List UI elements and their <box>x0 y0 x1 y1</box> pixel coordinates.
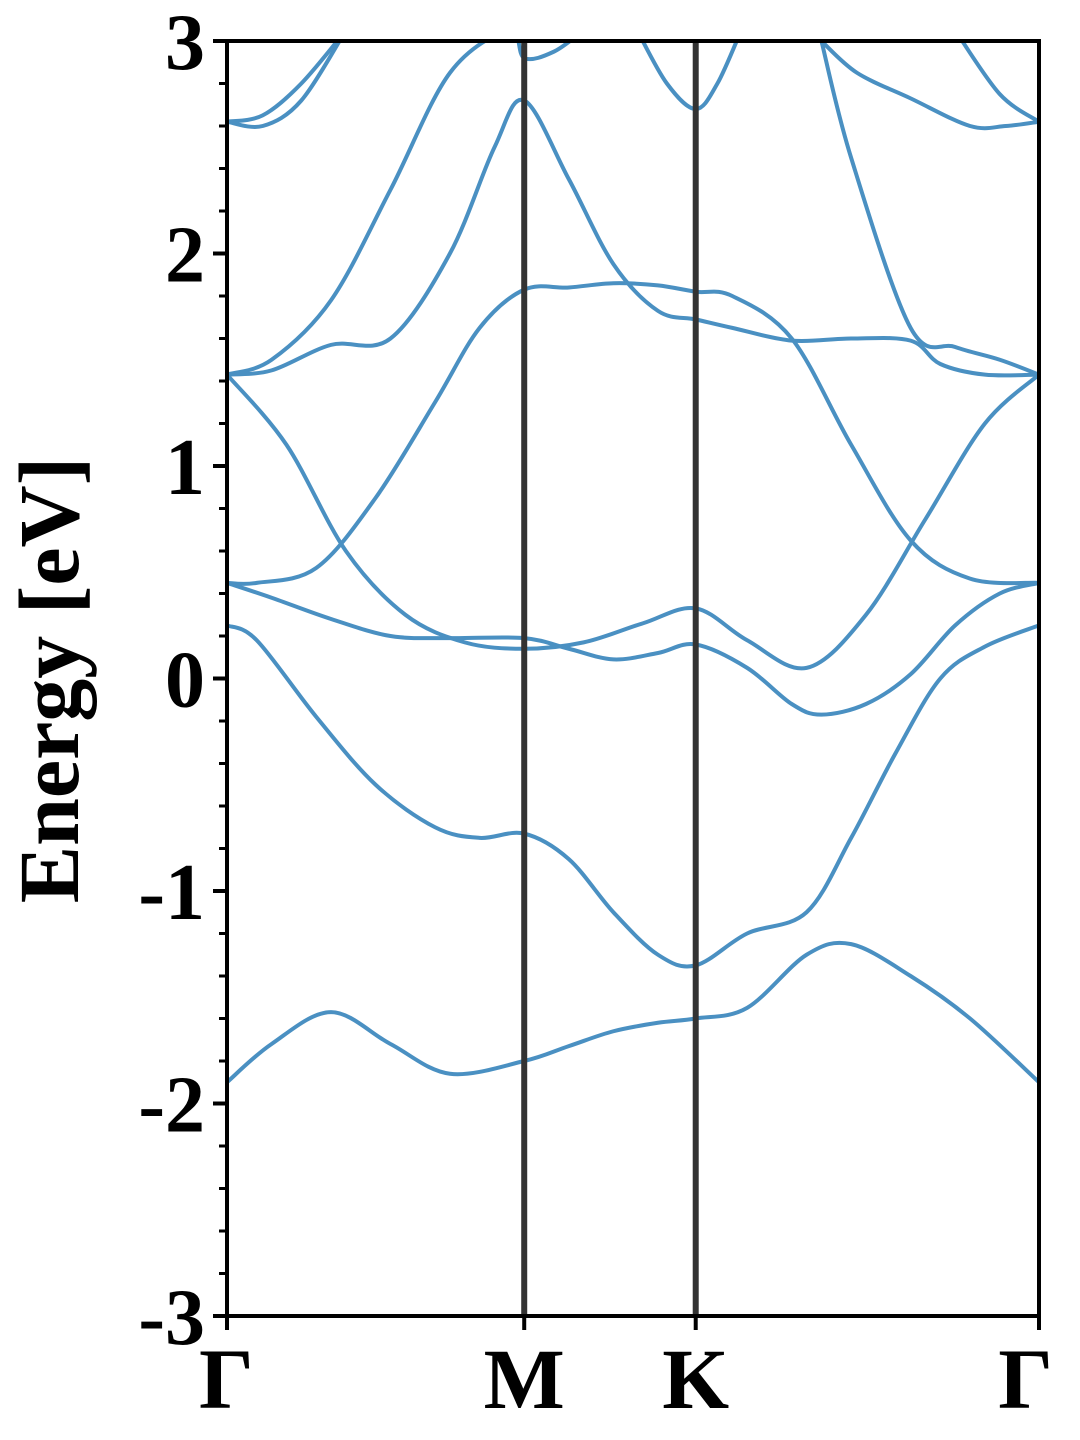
y-axis-title: Energy [eV] <box>1 457 97 904</box>
y-tick-label: -2 <box>138 1062 205 1150</box>
band-line-10 <box>820 41 1039 131</box>
band-line-1 <box>227 940 1039 1084</box>
x-tick-label-2: K <box>662 1331 729 1427</box>
y-tick-label: 2 <box>165 212 205 300</box>
band-line-5 <box>227 281 1039 586</box>
band-line-13 <box>959 41 1039 124</box>
band-line-6 <box>227 97 1039 378</box>
y-axis-ticks: -3 -2 -1 0 1 2 3 <box>138 0 227 1362</box>
band-line-2 <box>227 623 1039 969</box>
band-lines <box>227 41 1039 1084</box>
band-line-11 <box>227 41 342 129</box>
x-tick-label-3: Γ <box>998 1331 1053 1427</box>
plot-frame <box>225 39 1041 1318</box>
band-line-7 <box>227 41 574 377</box>
x-tick-label-0: Γ <box>199 1331 254 1427</box>
y-tick-label: 1 <box>165 424 205 512</box>
y-tick-label: -1 <box>138 849 205 937</box>
y-tick-label: 0 <box>165 637 205 725</box>
band-line-4 <box>227 373 1039 671</box>
band-line-12 <box>227 41 340 124</box>
high-symmetry-lines <box>521 41 699 1316</box>
y-tick-label: 3 <box>165 0 205 87</box>
y-tick-label: -3 <box>138 1274 205 1362</box>
band-line-9 <box>819 41 1039 377</box>
band-line-3 <box>227 580 1039 717</box>
x-tick-label-1: M <box>484 1331 565 1427</box>
